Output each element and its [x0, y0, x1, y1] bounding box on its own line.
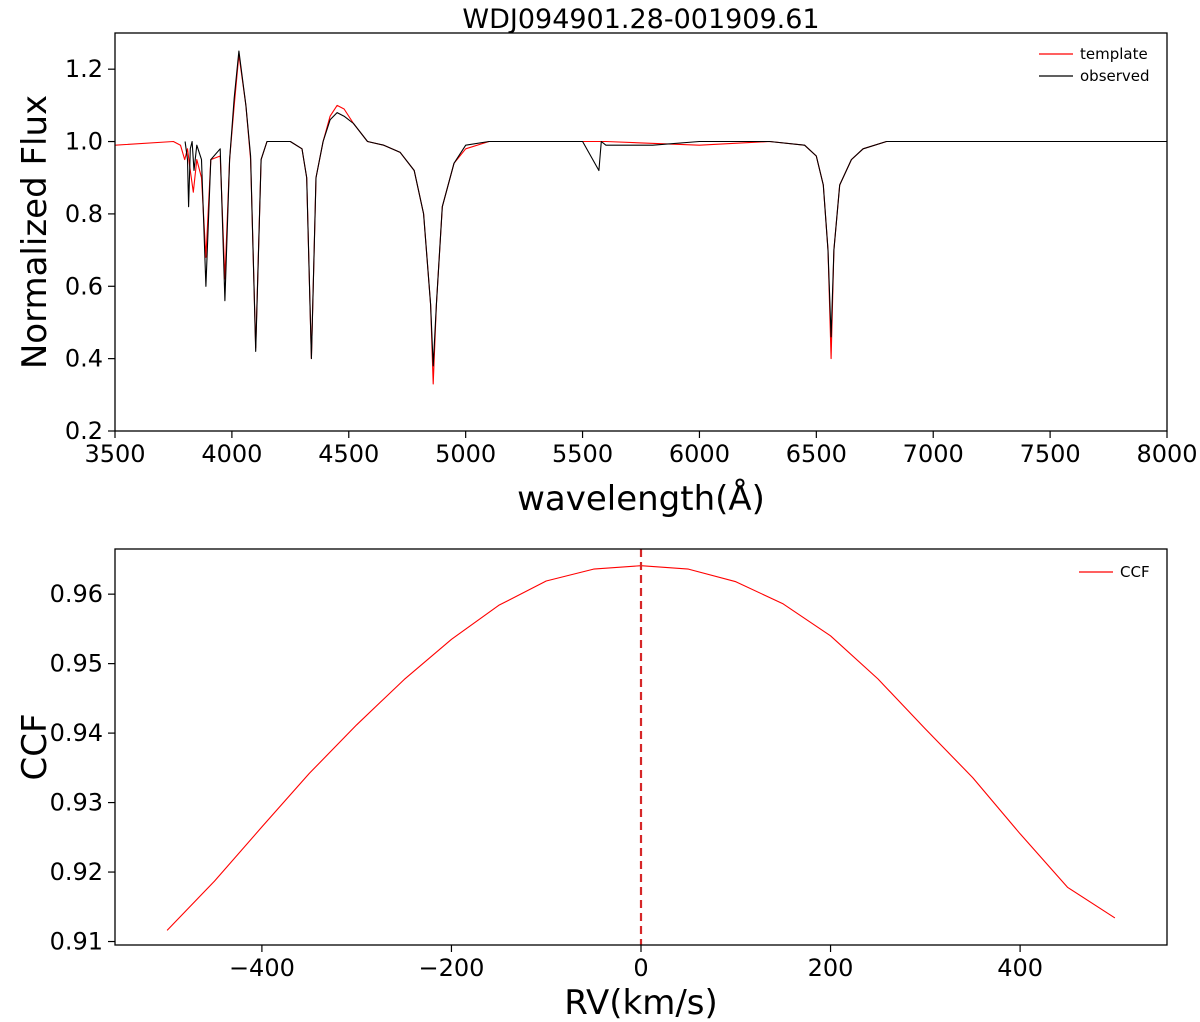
spectrum-x-tick-label: 6500: [786, 440, 847, 468]
ccf-x-tick-label: 400: [997, 954, 1043, 982]
ccf-y-tick-label: 0.91: [50, 928, 103, 956]
spectrum-y-tick-label: 1.0: [65, 128, 103, 156]
ccf-x-tick-label: −400: [229, 954, 295, 982]
ccf-y-tick-label: 0.95: [50, 650, 103, 678]
spectrum-y-tick-label: 0.4: [65, 345, 103, 373]
spectrum-y-ticks: 0.2 0.4 0.6 0.8 1.0 1.2: [65, 55, 115, 445]
ccf-y-tick-label: 0.94: [50, 719, 103, 747]
spectrum-x-tick-label: 4000: [201, 440, 262, 468]
legend-label-observed: observed: [1080, 67, 1150, 85]
spectrum-x-tick-label: 8000: [1136, 440, 1197, 468]
spectrum-legend: template observed: [1039, 45, 1150, 85]
spectrum-series-template-line: [114, 54, 1167, 385]
spectrum-x-tick-label: 7500: [1020, 440, 1081, 468]
ccf-x-ticks: −400 −200 0 200 400: [229, 945, 1043, 982]
ccf-x-tick-label: −200: [418, 954, 484, 982]
ccf-y-tick-label: 0.96: [50, 580, 103, 608]
spectrum-x-tick-label: 5000: [435, 440, 496, 468]
spectrum-plot-frame: [114, 32, 1168, 432]
spectrum-x-tick-label: 3500: [84, 440, 145, 468]
spectrum-x-axis-label: wavelength(Å): [517, 478, 765, 519]
legend-label-template: template: [1080, 45, 1148, 63]
ccf-series-group: [166, 549, 1116, 945]
ccf-x-tick-label: 0: [633, 954, 648, 982]
ccf-legend: CCF: [1079, 563, 1150, 581]
spectrum-y-axis-label: Normalized Flux: [15, 95, 55, 369]
spectrum-y-tick-label: 0.6: [65, 272, 103, 300]
spectrum-chart: WDJ094901.28-001909.61 3500 4000 4500 5000 5…: [15, 4, 1198, 519]
ccf-y-axis-label: CCF: [15, 713, 55, 780]
spectrum-x-ticks: 3500 4000 4500 5000 5500 6000 6500 7000 7500 8000: [84, 431, 1198, 468]
spectrum-x-tick-label: 4500: [318, 440, 379, 468]
spectrum-y-tick-label: 0.2: [65, 417, 103, 445]
spectrum-x-tick-label: 5500: [552, 440, 613, 468]
ccf-chart: −400 −200 0 200 400 0.91 0.92 0.93 0.94 0.95 0.96…: [15, 548, 1168, 1022]
ccf-y-tick-label: 0.92: [50, 858, 103, 886]
ccf-x-axis-label: RV(km/s): [564, 983, 718, 1022]
legend-label-ccf: CCF: [1120, 563, 1150, 581]
spectrum-chart-title: WDJ094901.28-001909.61: [462, 4, 819, 35]
ccf-y-tick-label: 0.93: [50, 789, 103, 817]
spectrum-y-tick-label: 0.8: [65, 200, 103, 228]
spectrum-x-tick-label: 7000: [903, 440, 964, 468]
spectrum-series-observed-line: [184, 50, 1167, 367]
spectrum-y-tick-label: 1.2: [65, 55, 103, 83]
spectrum-x-tick-label: 6000: [669, 440, 730, 468]
spectrum-series-group: [114, 50, 1167, 385]
ccf-x-tick-label: 200: [808, 954, 854, 982]
ccf-y-ticks: 0.91 0.92 0.93 0.94 0.95 0.96: [50, 580, 115, 956]
